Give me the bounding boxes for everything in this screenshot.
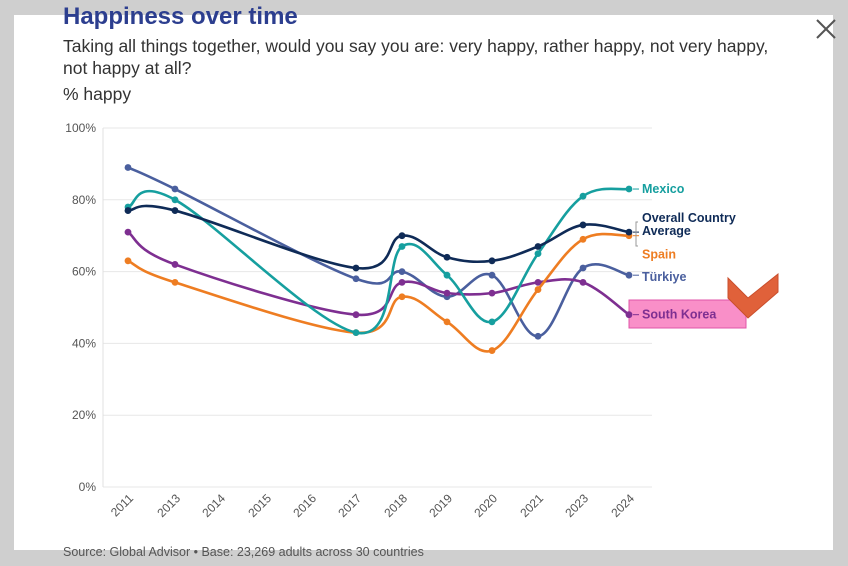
close-button[interactable] (810, 13, 842, 45)
chart-subtitle: Taking all things together, would you sa… (63, 36, 769, 78)
close-icon (816, 19, 836, 39)
page-title: Happiness over time (63, 3, 298, 30)
unit-label: % happy (63, 84, 132, 104)
source-note: Source: Global Advisor • Base: 23,269 ad… (63, 545, 424, 559)
chart-panel (14, 15, 833, 550)
